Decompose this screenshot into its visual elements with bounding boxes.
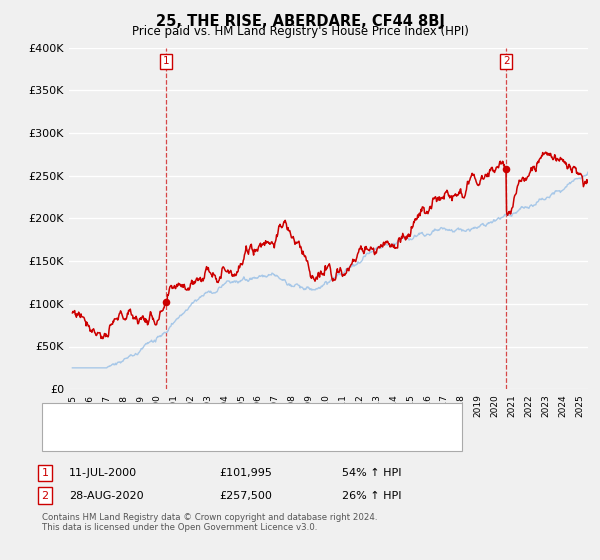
Text: 54% ↑ HPI: 54% ↑ HPI xyxy=(342,468,401,478)
Text: This data is licensed under the Open Government Licence v3.0.: This data is licensed under the Open Gov… xyxy=(42,523,317,532)
Text: HPI: Average price, detached house, Rhondda Cynon Taf: HPI: Average price, detached house, Rhon… xyxy=(90,434,383,444)
Text: Price paid vs. HM Land Registry's House Price Index (HPI): Price paid vs. HM Land Registry's House … xyxy=(131,25,469,38)
Text: Contains HM Land Registry data © Crown copyright and database right 2024.: Contains HM Land Registry data © Crown c… xyxy=(42,513,377,522)
Text: 1: 1 xyxy=(163,56,169,66)
Text: ─────: ───── xyxy=(57,410,91,420)
Text: 2: 2 xyxy=(503,56,509,66)
Text: £257,500: £257,500 xyxy=(219,491,272,501)
Point xyxy=(502,165,511,174)
Text: ─────: ───── xyxy=(57,432,91,442)
Text: 2: 2 xyxy=(41,491,49,501)
Text: 11-JUL-2000: 11-JUL-2000 xyxy=(69,468,137,478)
Text: 28-AUG-2020: 28-AUG-2020 xyxy=(69,491,143,501)
Text: 25, THE RISE, ABERDARE, CF44 8BJ (detached house): 25, THE RISE, ABERDARE, CF44 8BJ (detach… xyxy=(90,412,368,422)
Text: 26% ↑ HPI: 26% ↑ HPI xyxy=(342,491,401,501)
Point xyxy=(161,297,170,306)
Text: 1: 1 xyxy=(41,468,49,478)
Text: £101,995: £101,995 xyxy=(219,468,272,478)
Text: 25, THE RISE, ABERDARE, CF44 8BJ: 25, THE RISE, ABERDARE, CF44 8BJ xyxy=(155,14,445,29)
